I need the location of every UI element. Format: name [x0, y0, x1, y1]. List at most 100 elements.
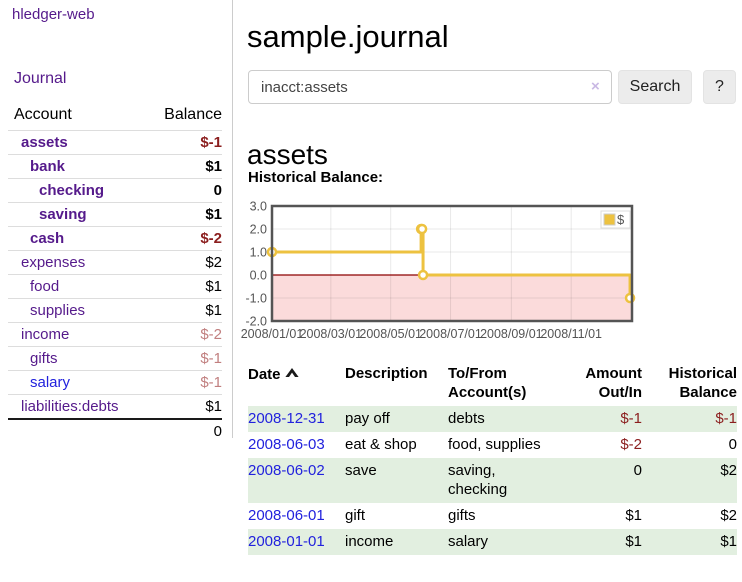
account-row[interactable]: supplies $1: [8, 298, 222, 322]
help-button[interactable]: ?: [703, 70, 736, 104]
svg-text:3.0: 3.0: [250, 200, 267, 214]
svg-text:-2.0: -2.0: [245, 315, 267, 329]
account-row[interactable]: cash $-2: [8, 226, 222, 250]
transaction-date-link[interactable]: 2008-06-03: [248, 436, 325, 453]
transaction-row[interactable]: 2008-12-31 pay off debts $-1 $-1: [248, 406, 737, 432]
account-row[interactable]: saving $1: [8, 202, 222, 226]
svg-text:2.0: 2.0: [250, 223, 267, 237]
svg-text:2008/05/01: 2008/05/01: [359, 327, 422, 341]
clear-search-icon[interactable]: ×: [591, 78, 600, 95]
svg-text:2008/07/01: 2008/07/01: [419, 327, 482, 341]
accounts-total-row: 0: [8, 418, 222, 443]
account-balance: $1: [205, 206, 222, 223]
svg-text:2008/11/01: 2008/11/01: [540, 327, 602, 341]
column-header-amount: Amount Out/In: [585, 365, 642, 401]
account-balance: $1: [205, 278, 222, 295]
transaction-balance: $-1: [715, 410, 737, 427]
column-header-date[interactable]: Date: [248, 364, 345, 402]
transaction-row[interactable]: 2008-06-02 save saving, checking 0 $2: [248, 458, 737, 503]
transaction-description: income: [345, 533, 394, 550]
account-link-income[interactable]: income: [21, 326, 70, 343]
account-row[interactable]: income $-2: [8, 322, 222, 346]
transaction-description: gift: [345, 507, 366, 524]
transaction-accounts: saving, checking: [448, 462, 508, 498]
account-balance: $1: [205, 302, 222, 319]
transaction-balance: $2: [720, 462, 737, 479]
account-link-cash[interactable]: cash: [30, 230, 65, 247]
account-row[interactable]: liabilities:debts $1: [8, 394, 222, 418]
account-link-assets[interactable]: assets: [21, 134, 68, 151]
transaction-amount: 0: [633, 462, 642, 479]
transaction-accounts: food, supplies: [448, 436, 541, 453]
account-row[interactable]: salary $-1: [8, 370, 222, 394]
transaction-description: save: [345, 462, 377, 479]
register-table: Date Description To/From Account(s) Amou…: [248, 364, 737, 555]
account-link-salary[interactable]: salary: [30, 374, 71, 391]
transaction-amount: $-2: [620, 436, 642, 453]
account-balance: $-1: [200, 374, 222, 391]
accounts-sidebar: Account Balance assets $-1 bank $1 check…: [8, 104, 222, 443]
register-table-header: Date Description To/From Account(s) Amou…: [248, 364, 737, 406]
account-link-supplies[interactable]: supplies: [30, 302, 86, 319]
transaction-balance: 0: [728, 436, 737, 453]
account-balance: $1: [205, 398, 222, 415]
transaction-description: pay off: [345, 410, 390, 427]
account-link-liabilities-debts[interactable]: liabilities:debts: [21, 398, 119, 415]
transaction-row[interactable]: 2008-06-03 eat & shop food, supplies $-2…: [248, 432, 737, 458]
transaction-row[interactable]: 2008-06-01 gift gifts $1 $2: [248, 503, 737, 529]
transaction-date-link[interactable]: 2008-06-01: [248, 507, 325, 524]
account-balance: 0: [213, 182, 222, 199]
transaction-date-link[interactable]: 2008-06-02: [248, 462, 325, 479]
svg-text:0.0: 0.0: [250, 269, 267, 283]
account-link-food[interactable]: food: [30, 278, 60, 295]
account-row[interactable]: bank $1: [8, 154, 222, 178]
transaction-date-link[interactable]: 2008-12-31: [248, 410, 325, 427]
accounts-header-account: Account: [14, 106, 72, 123]
account-row[interactable]: assets $-1: [8, 130, 222, 154]
page-title: sample.journal: [247, 18, 449, 54]
transaction-amount: $1: [625, 507, 642, 524]
svg-text:2008/09/01: 2008/09/01: [480, 327, 543, 341]
accounts-total-value: 0: [213, 423, 222, 440]
search-button[interactable]: Search: [618, 70, 692, 104]
svg-text:$: $: [617, 212, 625, 227]
transaction-accounts: debts: [448, 410, 485, 427]
transaction-description: eat & shop: [345, 436, 417, 453]
transaction-accounts: salary: [448, 533, 489, 550]
transaction-date-link[interactable]: 2008-01-01: [248, 533, 325, 550]
accounts-header: Account Balance: [8, 104, 222, 130]
transaction-row[interactable]: 2008-01-01 income salary $1 $1: [248, 529, 737, 555]
accounts-header-balance: Balance: [164, 106, 222, 123]
svg-text:1.0: 1.0: [250, 246, 267, 260]
sidebar-item-journal[interactable]: Journal: [14, 70, 67, 87]
column-header-account: To/From Account(s): [448, 365, 527, 401]
transaction-balance: $2: [720, 507, 737, 524]
account-balance: $-2: [200, 230, 222, 247]
account-balance: $1: [205, 158, 222, 175]
sort-ascending-icon[interactable]: [284, 364, 299, 383]
transaction-accounts: gifts: [448, 507, 476, 524]
transaction-amount: $1: [625, 533, 642, 550]
app-title-link[interactable]: hledger-web: [12, 6, 95, 23]
account-link-gifts[interactable]: gifts: [30, 350, 58, 367]
transaction-balance: $1: [720, 533, 737, 550]
account-balance: $-1: [200, 134, 222, 151]
account-row[interactable]: checking 0: [8, 178, 222, 202]
column-header-balance: Historical Balance: [668, 365, 737, 401]
transaction-amount: $-1: [620, 410, 642, 427]
account-row[interactable]: food $1: [8, 274, 222, 298]
account-balance: $-1: [200, 350, 222, 367]
svg-text:-1.0: -1.0: [245, 292, 267, 306]
account-balance: $-2: [200, 326, 222, 343]
account-row[interactable]: expenses $2: [8, 250, 222, 274]
account-link-saving[interactable]: saving: [39, 206, 87, 223]
svg-text:2008/03/01: 2008/03/01: [300, 327, 363, 341]
account-row[interactable]: gifts $-1: [8, 346, 222, 370]
historical-balance-chart: $3.0 2.0 1.0 0.0 -1.0 -2.0 2008/01/01 2008/03/0…: [241, 198, 642, 342]
search-input[interactable]: [248, 70, 612, 104]
account-link-checking[interactable]: checking: [39, 182, 105, 199]
chart-title: Historical Balance:: [248, 169, 384, 186]
account-link-bank[interactable]: bank: [30, 158, 66, 175]
sidebar-divider: [232, 0, 233, 438]
account-link-expenses[interactable]: expenses: [21, 254, 86, 271]
